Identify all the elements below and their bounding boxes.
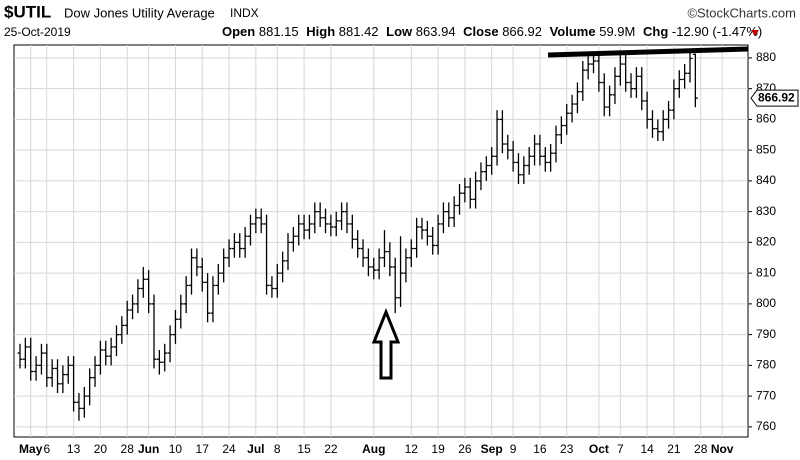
resistance-line — [547, 46, 749, 58]
x-tick-label: 16 — [533, 442, 547, 456]
date: 25-Oct-2019 — [4, 25, 71, 39]
y-tick-label: 770 — [756, 388, 776, 402]
x-tick-label: 10 — [169, 442, 183, 456]
plot-area — [13, 44, 749, 438]
x-tick-label: 12 — [405, 442, 419, 456]
y-tick-label: 800 — [756, 296, 776, 310]
x-tick-label: 20 — [94, 442, 108, 456]
stat-label: Open — [222, 24, 255, 39]
stat-value: -12.90 (-1.47%) — [672, 24, 762, 39]
stat-value: 866.92 — [502, 24, 542, 39]
x-tick-label: 28 — [121, 442, 135, 456]
annotation-arrow — [371, 307, 401, 380]
x-tick-label: 24 — [222, 442, 236, 456]
plot-layer — [14, 45, 748, 437]
x-tick-label: 8 — [274, 442, 281, 456]
y-tick-label: 780 — [756, 358, 776, 372]
x-tick-label: 6 — [43, 442, 50, 456]
stat-label: Close — [463, 24, 498, 39]
price-tag — [750, 89, 799, 107]
x-tick-label: Oct — [589, 442, 609, 456]
x-tick-label: 13 — [67, 442, 81, 456]
x-tick-label: 9 — [510, 442, 517, 456]
index-name: Dow Jones Utility Average — [64, 5, 215, 20]
x-tick-label: Jun — [138, 442, 159, 456]
x-tick-label: 26 — [458, 442, 472, 456]
exchange: INDX — [230, 6, 259, 20]
y-tick-label: 820 — [756, 235, 776, 249]
x-tick-label: 15 — [297, 442, 311, 456]
x-tick-label: 17 — [196, 442, 210, 456]
y-tick-label: 850 — [756, 142, 776, 156]
x-tick-label: 23 — [560, 442, 574, 456]
x-tick-label: 22 — [324, 442, 338, 456]
x-tick-label: May — [19, 442, 43, 456]
stat-label: Low — [386, 24, 413, 39]
y-tick-label: 790 — [756, 327, 776, 341]
stat-label: Volume — [550, 24, 596, 39]
x-tick-label: 19 — [431, 442, 445, 456]
y-tick-label: 880 — [756, 50, 776, 64]
x-tick-label: Aug — [362, 442, 385, 456]
stats: Open 881.15 High 881.42 Low 863.94 Close… — [222, 24, 762, 39]
stat-value: 881.15 — [259, 24, 299, 39]
price-tag-label: 866.92 — [758, 90, 795, 104]
source: ©StockCharts.com — [687, 5, 796, 20]
y-tick-label: 830 — [756, 204, 776, 218]
y-tick-label: 760 — [756, 419, 776, 433]
stat-value: 863.94 — [416, 24, 456, 39]
x-tick-label: Jul — [247, 442, 264, 456]
x-tick-label: Sep — [481, 442, 503, 456]
y-tick-label: 810 — [756, 265, 776, 279]
stat-label: High — [306, 24, 335, 39]
y-tick-label: 860 — [756, 112, 776, 126]
x-tick-label: 7 — [617, 442, 624, 456]
x-tick-label: 28 — [694, 442, 708, 456]
stat-value: 59.9M — [599, 24, 635, 39]
stat-label: Chg — [643, 24, 668, 39]
y-tick-label: 840 — [756, 173, 776, 187]
x-tick-label: Nov — [711, 442, 734, 456]
x-tick-label: 21 — [667, 442, 681, 456]
x-tick-label: 14 — [640, 442, 654, 456]
symbol: $UTIL — [4, 2, 51, 21]
down-indicator — [751, 30, 759, 36]
stat-value: 881.42 — [339, 24, 379, 39]
